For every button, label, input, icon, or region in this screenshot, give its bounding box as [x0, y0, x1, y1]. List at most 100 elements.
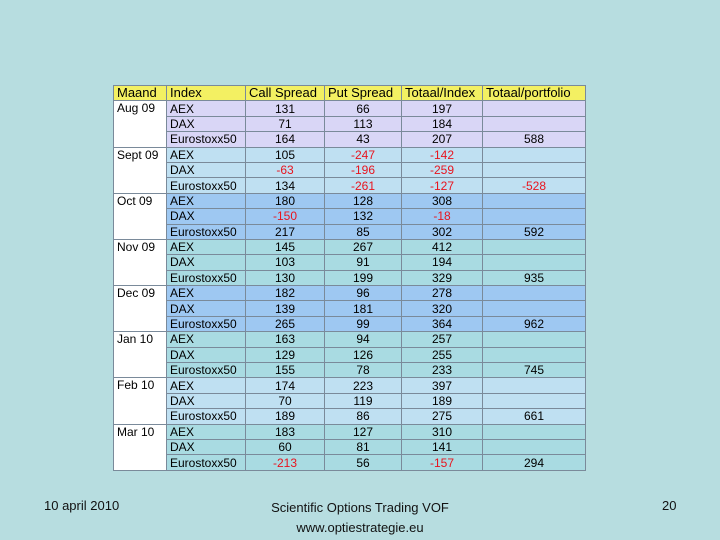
totaal-portfolio-cell	[482, 285, 586, 302]
totaal-index-cell: 141	[401, 438, 483, 456]
totaal-index-cell: 257	[401, 331, 483, 348]
totaal-index-cell: 194	[401, 254, 483, 271]
totaal-portfolio-cell	[482, 146, 586, 163]
table-header-row: Maand Index Call Spread Put Spread Totaa…	[113, 84, 586, 102]
put-spread-cell: 127	[324, 423, 402, 440]
month-cell: Nov 09	[113, 238, 167, 287]
call-spread-cell: 130	[245, 269, 325, 287]
index-cell: AEX	[166, 377, 246, 394]
index-cell: DAX	[166, 300, 246, 317]
footer-company: Scientific Options Trading VOF www.optie…	[0, 498, 720, 538]
totaal-portfolio-cell: 592	[482, 223, 586, 240]
index-cell: Eurostoxx50	[166, 315, 246, 333]
table-row: Eurostoxx50 130 199 329 935	[114, 269, 586, 287]
month-cell: Feb 10	[113, 377, 167, 425]
index-cell: AEX	[166, 192, 246, 210]
page-number: 20	[662, 498, 677, 513]
table-row: Dec 09 AEX 182 96 278	[113, 285, 586, 333]
totaal-index-cell: -157	[401, 454, 483, 471]
totaal-index-cell: 308	[401, 192, 483, 210]
totaal-portfolio-cell	[482, 238, 586, 256]
totaal-index-cell: 310	[401, 423, 483, 440]
index-cell: DAX	[166, 115, 246, 133]
call-spread-cell: 163	[245, 331, 325, 348]
month-cell: Mar 10	[113, 423, 167, 471]
call-spread-cell: 265	[245, 315, 325, 333]
index-cell: AEX	[166, 285, 246, 302]
call-spread-cell: 131	[245, 100, 325, 117]
month-cell: Jan 10	[113, 331, 167, 379]
totaal-portfolio-cell	[482, 254, 586, 271]
call-spread-cell: 129	[245, 346, 325, 364]
index-cell: Eurostoxx50	[166, 223, 246, 240]
put-spread-cell: 223	[324, 377, 402, 394]
index-cell: Eurostoxx50	[166, 131, 246, 148]
totaal-index-cell: 412	[401, 238, 483, 256]
call-spread-cell: 71	[245, 115, 325, 133]
put-spread-cell: 94	[324, 331, 402, 348]
totaal-portfolio-cell: 661	[482, 408, 586, 425]
call-spread-cell: 134	[245, 177, 325, 194]
put-spread-cell: 96	[324, 285, 402, 302]
put-spread-cell: 86	[324, 408, 402, 425]
put-spread-cell: 56	[324, 454, 402, 471]
index-cell: Eurostoxx50	[166, 408, 246, 425]
call-spread-cell: 70	[245, 392, 325, 410]
totaal-portfolio-cell	[482, 423, 586, 440]
table-row: DAX 71 113 184	[114, 115, 586, 133]
totaal-index-cell: -259	[401, 161, 483, 179]
index-cell: DAX	[166, 208, 246, 225]
table-body: Aug 09 AEX 131 66 197 DAX 71 113 184 Eurostoxx50 1…	[113, 100, 586, 471]
totaal-portfolio-cell	[482, 331, 586, 348]
totaal-index-cell: 255	[401, 346, 483, 364]
table-row: Jan 10 AEX 163 94 257	[113, 331, 586, 379]
put-spread-cell: 91	[324, 254, 402, 271]
header-index: Index	[166, 84, 246, 102]
table-row: Aug 09 AEX 131 66 197	[113, 100, 586, 148]
index-cell: DAX	[166, 161, 246, 179]
totaal-portfolio-cell	[482, 100, 586, 117]
call-spread-cell: 145	[245, 238, 325, 256]
call-spread-cell: 155	[245, 362, 325, 379]
totaal-portfolio-cell	[482, 161, 586, 179]
month-cell: Aug 09	[113, 100, 167, 148]
put-spread-cell: 126	[324, 346, 402, 364]
totaal-portfolio-cell: 935	[482, 269, 586, 287]
totaal-portfolio-cell	[482, 208, 586, 225]
totaal-index-cell: 364	[401, 315, 483, 333]
totaal-index-cell: 302	[401, 223, 483, 240]
call-spread-cell: 217	[245, 223, 325, 240]
totaal-portfolio-cell	[482, 115, 586, 133]
table-row: Eurostoxx50 217 85 302 592	[114, 223, 586, 240]
index-cell: AEX	[166, 423, 246, 440]
put-spread-cell: 267	[324, 238, 402, 256]
table-row: DAX 60 81 141	[114, 438, 586, 456]
table-row: Eurostoxx50 164 43 207 588	[114, 131, 586, 148]
index-cell: AEX	[166, 238, 246, 256]
table-row: Sept 09 AEX 105 -247 -142	[113, 146, 586, 194]
put-spread-cell: 85	[324, 223, 402, 240]
index-cell: DAX	[166, 346, 246, 364]
totaal-index-cell: -127	[401, 177, 483, 194]
table-row: Oct 09 AEX 180 128 308	[113, 192, 586, 240]
table-row: DAX 139 181 320	[114, 300, 586, 317]
footer-date: 10 april 2010	[44, 498, 120, 513]
totaal-index-cell: 197	[401, 100, 483, 117]
totaal-portfolio-cell: 294	[482, 454, 586, 471]
call-spread-cell: 183	[245, 423, 325, 440]
index-cell: Eurostoxx50	[166, 269, 246, 287]
table-row: Eurostoxx50 155 78 233 745	[114, 362, 586, 379]
totaal-portfolio-cell: 962	[482, 315, 586, 333]
put-spread-cell: 99	[324, 315, 402, 333]
results-table: Maand Index Call Spread Put Spread Totaa…	[113, 84, 586, 471]
table-row: Nov 09 AEX 145 267 412	[113, 238, 586, 287]
table-row: DAX 129 126 255	[114, 346, 586, 364]
totaal-index-cell: 189	[401, 392, 483, 410]
put-spread-cell: -247	[324, 146, 402, 163]
put-spread-cell: 113	[324, 115, 402, 133]
index-cell: AEX	[166, 100, 246, 117]
table-row: DAX 70 119 189	[114, 392, 586, 410]
month-cell: Oct 09	[113, 192, 167, 240]
header-call-spread: Call Spread	[245, 84, 325, 102]
table-row: DAX -150 132 -18	[114, 208, 586, 225]
